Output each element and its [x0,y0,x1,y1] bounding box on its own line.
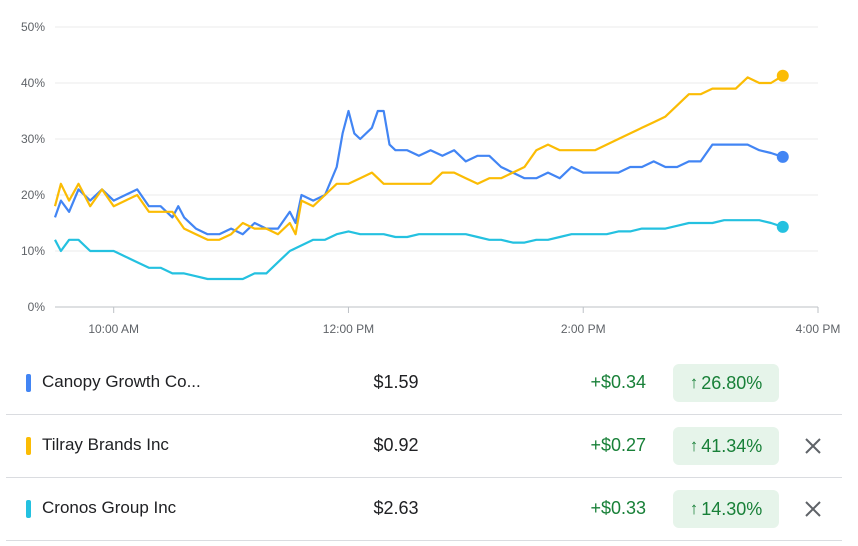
series-color-swatch [26,500,31,518]
arrow-up-icon: ↑ [689,499,699,518]
percent-change-value: 14.30% [701,498,763,519]
stock-name: Canopy Growth Co... [42,372,201,391]
remove-stock-button[interactable] [796,429,830,463]
series-end-marker-1 [776,69,789,82]
stock-comparison-chart: 0% 10% 20% 30% 40% 50% 10:00 AM 12:00 PM 2:00 P… [21,20,841,336]
arrow-up-icon: ↑ [689,436,699,455]
y-tick-label: 20% [21,188,45,202]
stock-name: Cronos Group Inc [42,498,177,517]
x-tick-label: 12:00 PM [323,322,374,336]
y-tick-label: 30% [21,132,45,146]
stock-price: $1.59 [373,372,419,392]
percent-change-badge: ↑ 41.34% [673,427,779,465]
x-tick-label: 10:00 AM [88,322,139,336]
x-tick-label: 2:00 PM [561,322,606,336]
close-icon [805,438,821,454]
stock-change: +$0.33 [590,498,646,518]
stock-name: Tilray Brands Inc [42,435,169,454]
y-tick-label: 50% [21,20,45,34]
y-tick-label: 40% [21,76,45,90]
y-tick-label: 10% [21,244,45,258]
series-color-swatch [26,437,31,455]
remove-stock-button[interactable] [796,492,830,526]
percent-change-badge: ↑ 14.30% [673,490,779,528]
series-line-2 [54,219,784,281]
series-line-0 [53,109,784,236]
percent-change-badge: ↑ 26.80% [673,364,779,402]
close-icon [805,501,821,517]
series-color-swatch [26,374,31,392]
series-line-1 [53,74,784,241]
stock-price: $0.92 [373,435,419,455]
stock-row-canopy[interactable]: Canopy Growth Co... $1.59 +$0.34 ↑ 26.80… [6,352,842,415]
x-tick-label: 4:00 PM [796,322,841,336]
stock-row-cronos[interactable]: Cronos Group Inc $2.63 +$0.33 ↑ 14.30% [6,478,842,541]
stock-price: $2.63 [373,498,419,518]
stock-change: +$0.27 [590,435,646,455]
stock-change: +$0.34 [590,372,646,392]
percent-change-value: 41.34% [701,435,763,456]
stock-list: Canopy Growth Co... $1.59 +$0.34 ↑ 26.80… [6,352,842,541]
stock-row-tilray[interactable]: Tilray Brands Inc $0.92 +$0.27 ↑ 41.34% [6,415,842,478]
series-end-marker-0 [776,150,789,163]
y-tick-label: 0% [28,300,46,314]
series-end-marker-2 [776,220,789,233]
percent-change-value: 26.80% [701,372,763,393]
arrow-up-icon: ↑ [689,373,699,392]
